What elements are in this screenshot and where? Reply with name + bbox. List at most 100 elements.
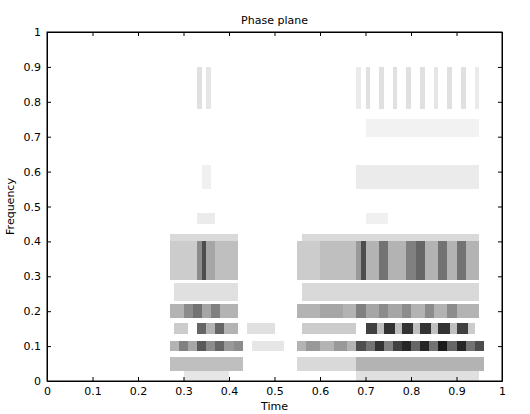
- heatmap-cell: [457, 341, 466, 351]
- tick: 0.5: [266, 377, 284, 398]
- heatmap-cell: [170, 357, 243, 371]
- heatmap-cells: [170, 67, 484, 381]
- tick-label: 0.2: [24, 305, 42, 318]
- heatmap-cell: [475, 341, 484, 351]
- heatmap-cell: [411, 341, 420, 351]
- heatmap-cell: [406, 241, 415, 279]
- heatmap-cell: [343, 304, 357, 318]
- heatmap-cell: [297, 241, 320, 279]
- heatmap-cell: [215, 241, 238, 279]
- heatmap-cell: [174, 283, 238, 300]
- tick-label: 0: [34, 375, 41, 388]
- heatmap-cell: [170, 304, 184, 318]
- heatmap-cell: [420, 323, 431, 333]
- heatmap-cell: [366, 67, 371, 109]
- heatmap-cell: [466, 241, 480, 279]
- heatmap-cell: [447, 341, 456, 351]
- tick: [138, 32, 139, 36]
- heatmap-cell: [411, 304, 425, 318]
- heatmap-cell: [425, 304, 434, 318]
- heatmap-cell: [457, 323, 468, 333]
- tick-mark: [184, 377, 185, 381]
- heatmap-cell: [179, 341, 188, 351]
- tick-label: 0.4: [24, 235, 42, 248]
- x-axis: 00.10.20.30.40.50.60.70.80.91: [44, 377, 506, 398]
- heatmap-cell: [215, 341, 224, 351]
- heatmap-cell: [438, 341, 447, 351]
- heatmap-cell: [197, 67, 202, 109]
- heatmap-cell: [379, 241, 388, 279]
- heatmap-cell: [184, 304, 193, 318]
- heatmap-cell: [379, 67, 384, 109]
- heatmap-cell: [402, 341, 411, 351]
- tick-mark: [184, 32, 185, 36]
- heatmap-cell: [170, 341, 179, 351]
- heatmap-cell: [377, 323, 384, 333]
- chart: 00.10.20.30.40.50.60.70.80.9100.10.20.30…: [0, 0, 530, 414]
- heatmap-cell: [211, 304, 220, 318]
- tick-label: 1: [34, 26, 41, 39]
- heatmap-cell: [434, 304, 448, 318]
- heatmap-cell: [197, 241, 202, 279]
- heatmap-cell: [302, 283, 479, 300]
- y-axis-title: Frequency: [4, 178, 17, 235]
- tick-label: 0.1: [84, 385, 102, 398]
- tick-mark: [498, 102, 502, 103]
- tick: 0.9: [448, 377, 466, 398]
- heatmap-cell: [320, 304, 343, 318]
- tick-label: 0.9: [24, 61, 42, 74]
- tick: [498, 311, 502, 312]
- heatmap-cell: [461, 67, 466, 109]
- tick: [411, 32, 412, 36]
- x-axis-title: Time: [260, 400, 288, 413]
- heatmap-cell: [193, 304, 202, 318]
- heatmap-cell: [402, 304, 411, 318]
- tick-mark: [498, 241, 502, 242]
- heatmap-cell: [224, 341, 233, 351]
- tick-label: 0.7: [357, 385, 375, 398]
- heatmap-cell: [447, 67, 452, 109]
- tick-mark: [457, 377, 458, 381]
- heatmap-cell: [202, 241, 207, 279]
- tick: 0.3: [175, 377, 193, 398]
- tick-mark: [229, 377, 230, 381]
- tick-mark: [138, 32, 139, 36]
- tick-mark: [93, 32, 94, 36]
- tick: [498, 137, 502, 138]
- heatmap-cell: [356, 341, 365, 351]
- tick-mark: [498, 67, 502, 68]
- heatmap-cell: [468, 323, 475, 333]
- heatmap-cell: [438, 241, 447, 279]
- tick: 0.4: [221, 377, 239, 398]
- tick-mark: [47, 346, 51, 347]
- heatmap-cell: [206, 341, 215, 351]
- heatmap-cell: [197, 213, 215, 223]
- heatmap-cell: [302, 323, 357, 333]
- heatmap-cell: [302, 234, 479, 241]
- heatmap-cell: [366, 241, 380, 279]
- heatmap-cell: [393, 341, 402, 351]
- tick-mark: [47, 172, 51, 173]
- heatmap-cell: [197, 341, 206, 351]
- tick-mark: [93, 377, 94, 381]
- tick: [498, 67, 502, 68]
- tick-mark: [229, 32, 230, 36]
- tick-label: 0.1: [24, 340, 42, 353]
- tick-mark: [47, 102, 51, 103]
- heatmap-cell: [356, 241, 361, 279]
- heatmap-cell: [202, 165, 211, 189]
- tick: [498, 346, 502, 347]
- tick: [320, 32, 321, 36]
- heatmap-cell: [206, 323, 215, 333]
- heatmap-cell: [170, 234, 238, 241]
- tick: [498, 172, 502, 173]
- tick-mark: [320, 32, 321, 36]
- heatmap-cell: [393, 67, 398, 109]
- heatmap-cell: [297, 357, 356, 371]
- plot-background: [47, 32, 502, 381]
- title: Phase plane: [241, 14, 308, 27]
- tick-mark: [498, 311, 502, 312]
- tick-mark: [498, 172, 502, 173]
- tick-mark: [47, 276, 51, 277]
- tick-mark: [47, 241, 51, 242]
